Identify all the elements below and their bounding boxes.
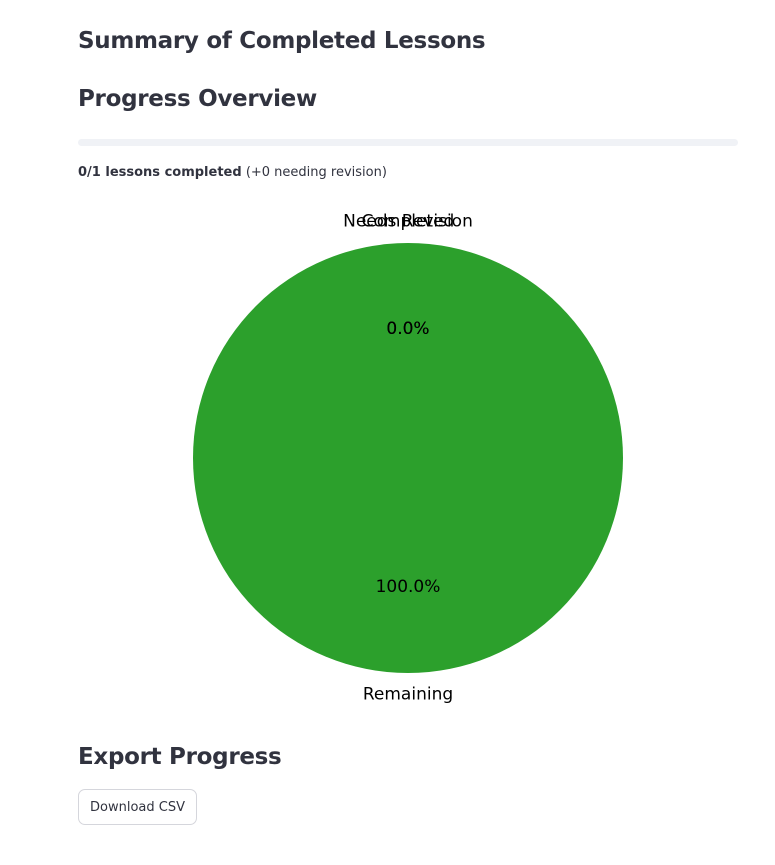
pie-label-completed: Completed — [362, 212, 455, 232]
pie-pct-remaining: 100.0% — [376, 577, 441, 597]
progress-caption-revision: (+0 needing revision) — [245, 165, 387, 180]
pie-pct-needs-revision: 0.0% — [386, 319, 429, 339]
progress-bar — [78, 139, 738, 146]
summary-heading: Summary of Completed Lessons — [78, 28, 486, 54]
export-progress-heading: Export Progress — [78, 744, 282, 770]
download-csv-button[interactable]: Download CSV — [78, 789, 197, 825]
pie-slice-remaining — [193, 243, 623, 673]
progress-caption: 0/1 lessons completed (+0 needing revisi… — [78, 165, 387, 180]
pie-label-remaining: Remaining — [363, 685, 453, 705]
progress-overview-heading: Progress Overview — [78, 86, 317, 112]
progress-caption-count: 0/1 lessons completed — [78, 165, 242, 180]
pie-pct-completed: 0.0% — [386, 319, 429, 339]
pie-label-needs-revision: Needs Revision — [343, 212, 473, 232]
